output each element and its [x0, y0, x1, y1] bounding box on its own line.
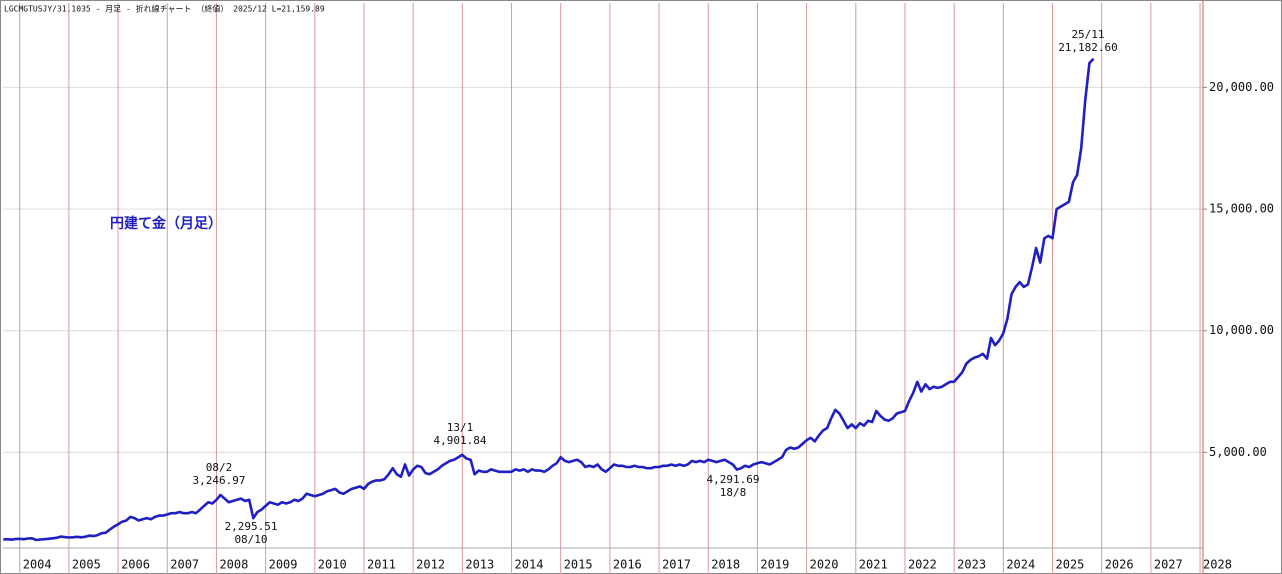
y-tick-label: 10,000.00: [1209, 323, 1274, 337]
y-tick-label: 5,000.00: [1209, 445, 1267, 459]
annotation-date: 13/1: [447, 421, 474, 434]
x-tick-label: 2013: [465, 558, 494, 572]
x-tick-label: 2018: [711, 558, 740, 572]
annotation: 08/2 3,246.97 2,295.51 08/10 13/1 4,901.…: [193, 28, 1118, 546]
y-tick-label: 20,000.00: [1209, 80, 1274, 94]
annotation-date: 25/11: [1071, 28, 1104, 41]
grid: [3, 0, 1204, 574]
x-tick-label: 2025: [1056, 558, 1085, 572]
x-tick-label: 2020: [810, 558, 839, 572]
annotation-value: 3,246.97: [193, 474, 246, 487]
x-tick-label: 2005: [72, 558, 101, 572]
annotation-value: 2,295.51: [225, 520, 278, 533]
x-tick-label: 2028: [1203, 558, 1232, 572]
x-tick-label: 2019: [760, 558, 789, 572]
x-tick-label: 2021: [859, 558, 888, 572]
x-tick-label: 2014: [515, 558, 544, 572]
annotation-date: 08/2: [206, 461, 233, 474]
annotation-value: 21,182.60: [1058, 41, 1118, 54]
x-tick-label: 2027: [1154, 558, 1183, 572]
annotation-date: 18/8: [720, 486, 747, 499]
x-tick-label: 2006: [121, 558, 150, 572]
x-tick-label: 2023: [957, 558, 986, 572]
x-tick-label: 2004: [23, 558, 52, 572]
x-tick-label: 2015: [564, 558, 593, 572]
x-tick-label: 2016: [613, 558, 642, 572]
x-tick-label: 2010: [318, 558, 347, 572]
annotation-value: 4,901.84: [434, 434, 487, 447]
x-tick-label: 2009: [269, 558, 298, 572]
x-tick-label: 2008: [219, 558, 248, 572]
x-tick-label: 2026: [1105, 558, 1134, 572]
x-tick-label: 2011: [367, 558, 396, 572]
y-tick-label: 15,000.00: [1209, 202, 1274, 216]
line: [3, 57, 1095, 542]
x-tick-label: 2012: [416, 558, 445, 572]
x-tick-label: 2017: [662, 558, 691, 572]
x-tick-label: 2024: [1006, 558, 1035, 572]
annotation-value: 4,291.69: [707, 473, 760, 486]
annotation-date: 08/10: [234, 533, 267, 546]
header: LGCMGTUSJY/31.1035 - 月足 - 折れ線チャート （終値） 2…: [4, 4, 325, 14]
chart-label: 円建て金（月足）: [110, 215, 222, 232]
x-tick-label: 2022: [908, 558, 937, 572]
x-tick-label: 2007: [170, 558, 199, 572]
